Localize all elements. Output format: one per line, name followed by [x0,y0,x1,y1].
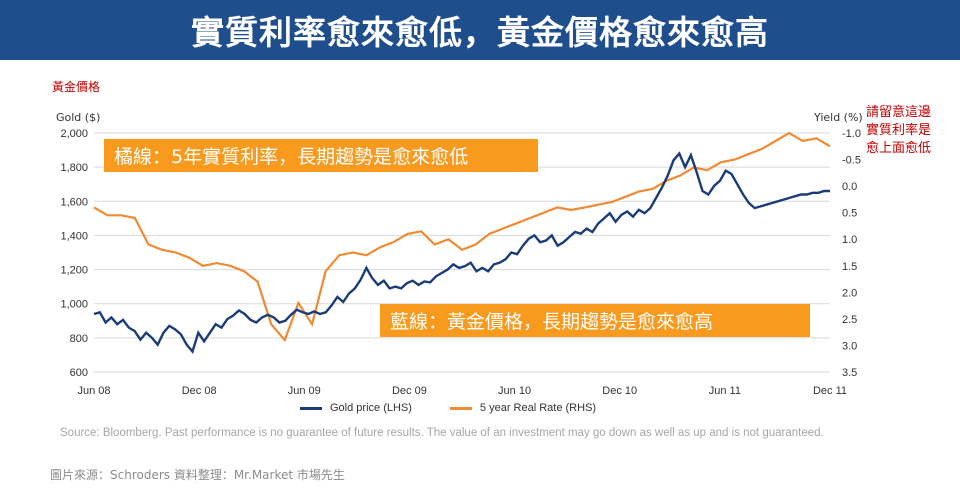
right-tick-label: 0.5 [842,208,857,220]
right-axis-title: Yield (%) [814,111,863,124]
left-tick-label: 1,800 [60,162,88,174]
left-tick-label: 2,000 [60,128,88,140]
right-tick-label: 1.0 [842,234,857,246]
legend-swatch-gold [300,406,322,410]
left-axis-ticks: 600 800 1,000 1,200 1,400 1,600 1,800 2,000 [60,128,88,379]
right-tick-label: 2.0 [842,287,857,299]
chart-legend: Gold price (LHS) 5 year Real Rate (RHS) [300,402,634,414]
blue-line-callout: 藍線：黃金價格，長期趨勢是愈來愈高 [380,304,810,337]
left-tick-label: 1,000 [60,299,88,311]
right-axis-ticks: -1.0 -0.5 0.0 0.5 1.0 1.5 2.0 2.5 3.0 3.5 [842,128,861,379]
right-tick-label: 2.5 [842,314,857,326]
right-tick-label: 0.0 [842,181,857,193]
x-tick-label: Dec 09 [392,385,427,397]
gold-price-note: 黃金價格 [52,80,101,94]
right-note-line-3: 愈上面愈低 [866,141,932,156]
gold-vs-real-rate-chart: 600 800 1,000 1,200 1,400 1,600 1,800 2,000 -1.… [60,128,861,397]
right-tick-label: -1.0 [842,128,861,140]
source-disclaimer: Source: Bloomberg. Past performance is n… [60,427,824,439]
x-tick-label: Jun 11 [709,385,741,397]
x-tick-label: Jun 09 [288,385,321,397]
real-rate-series-line [93,131,831,343]
right-axis-note: 請留意這邊 實質利率是 愈上面愈低 [866,104,931,158]
legend-swatch-rate [449,406,472,410]
chart-grid [94,132,830,373]
left-axis-title: Gold ($) [56,111,101,124]
page-title-banner: 實質利率愈來愈低，黃金價格愈來愈高 [0,0,960,60]
x-tick-label: Dec 08 [182,385,217,397]
right-tick-label: 1.5 [842,261,857,273]
right-tick-label: 3.0 [842,340,857,352]
right-note-line-1: 請留意這邊 [866,105,932,120]
page-title: 實質利率愈來愈低，黃金價格愈來愈高 [191,13,769,52]
left-tick-label: 1,200 [60,265,88,277]
left-tick-label: 1,600 [60,196,88,208]
x-axis-ticks: Jun 08 Dec 08 Jun 09 Dec 09 Jun 10 Dec 10 Jun … [77,385,847,397]
x-tick-label: Dec 11 [813,385,847,397]
left-tick-label: 800 [70,333,88,345]
orange-line-callout: 橘線：5年實質利率，長期趨勢是愈來愈低 [104,139,538,172]
x-tick-label: Dec 10 [602,385,637,397]
left-tick-label: 600 [70,367,88,379]
legend-entry-rate: 5 year Real Rate (RHS) [449,402,597,414]
legend-entry-gold: Gold price (LHS) [300,402,412,414]
right-note-line-2: 實質利率是 [866,123,932,138]
x-tick-label: Jun 08 [77,385,110,397]
gold-price-series-line [93,151,830,354]
legend-label-rate: 5 year Real Rate (RHS) [479,402,597,414]
right-tick-label: -0.5 [842,155,861,167]
right-tick-label: 3.5 [842,367,857,379]
image-credit: 圖片來源：Schroders 資料整理：Mr.Market 市場先生 [50,468,345,482]
legend-label-gold: Gold price (LHS) [330,402,412,414]
x-tick-label: Jun 10 [498,385,531,397]
left-tick-label: 1,400 [60,230,88,242]
